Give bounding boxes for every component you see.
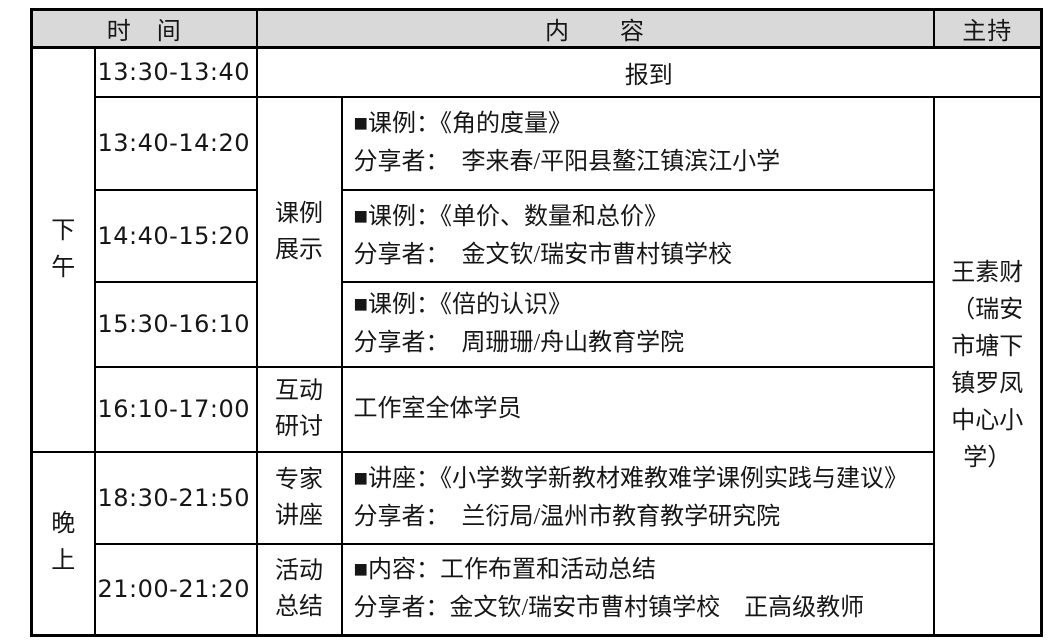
time-discussion: 16:10-17:00 (93, 365, 258, 453)
category-lesson-display: 课例 展示 (255, 95, 343, 368)
row-lesson-1: 13:40-14:20 课例 展示 ■课例：《角的度量》 分享者： 李来春/平阳… (32, 95, 1043, 637)
category-activity-summary: 活动 总结 (255, 542, 343, 637)
lesson-3-title: ■课例：《倍的认识》 (353, 292, 573, 318)
row-registration: 下 午 13:30-13:40 报到 (30, 46, 1043, 453)
time-lesson-3: 15:30-16:10 (93, 280, 258, 368)
lecture-title: ■讲座：《小学数学新教材难教难学课例实践与建议》 (353, 465, 909, 492)
time-lesson-1: 13:40-14:20 (93, 95, 258, 191)
row-summary: 21:00-21:20 活动 总结 ■内容：工作布置和活动总结 分享者：金文钦/… (32, 542, 1042, 637)
row-lesson-2: 14:40-15:20 ■课例：《单价、数量和总价》 分享者： 金文钦/瑞安市曹… (32, 188, 1042, 283)
time-summary: 21:00-21:20 (93, 542, 258, 637)
time-lecture: 18:30-21:50 (93, 450, 258, 545)
summary-title: ■内容：工作布置和活动总结 (353, 557, 657, 584)
period-evening: 晚 上 (30, 450, 96, 637)
period-afternoon: 下 午 (30, 46, 96, 453)
content-summary: ■内容：工作布置和活动总结 分享者：金文钦/瑞安市曹村镇学校 正高级教师 (340, 542, 935, 637)
content-lesson-3: ■课例：《倍的认识》 分享者： 周珊珊/舟山教育学院 (340, 280, 935, 368)
content-discussion: 工作室全体学员 (340, 365, 935, 453)
content-lecture: ■讲座：《小学数学新教材难教难学课例实践与建议》 分享者： 兰衍局/温州市教育教… (340, 450, 935, 545)
lesson-2-title: ■课例：《单价、数量和总价》 (353, 203, 669, 230)
time-registration: 13:30-13:40 (93, 46, 258, 98)
lecture-presenter: 分享者： 兰衍局/温州市教育教学研究院 (353, 503, 781, 530)
header-content: 内 容 (255, 8, 935, 49)
lesson-3-presenter: 分享者： 周珊珊/舟山教育学院 (353, 330, 685, 356)
header-row: 时 间 内 容 主持 (30, 8, 1043, 49)
category-discussion: 互动 研讨 (255, 365, 343, 453)
content-lesson-1: ■课例：《角的度量》 分享者： 李来春/平阳县鳌江镇滨江小学 (340, 95, 935, 191)
host-cell: 王素财 （瑞安 市塘下 镇罗凤 中心小 学） (932, 95, 1043, 637)
content-lesson-2: ■课例：《单价、数量和总价》 分享者： 金文钦/瑞安市曹村镇学校 (340, 188, 935, 283)
time-lesson-2: 14:40-15:20 (93, 188, 258, 283)
header-time: 时 间 (30, 8, 258, 49)
lesson-1-title: ■课例：《角的度量》 (353, 111, 573, 137)
content-registration: 报到 (255, 46, 1043, 98)
schedule-table: 时 间 内 容 主持 下 午 13:30-13:40 报到 13:40-14:2… (30, 8, 1043, 637)
row-discussion: 16:10-17:00 互动 研讨 工作室全体学员 (32, 365, 1042, 453)
header-host: 主持 (932, 8, 1043, 49)
category-expert-lecture: 专家 讲座 (255, 450, 343, 545)
row-lecture: 晚 上 18:30-21:50 专家 讲座 ■讲座：《小学数学新教材难教难学课例… (30, 450, 1042, 637)
summary-presenter: 分享者：金文钦/瑞安市曹村镇学校 正高级教师 (353, 595, 865, 622)
discussion-participants: 工作室全体学员 (353, 396, 522, 422)
row-lesson-3: 15:30-16:10 ■课例：《倍的认识》 分享者： 周珊珊/舟山教育学院 (32, 280, 1042, 368)
lesson-2-presenter: 分享者： 金文钦/瑞安市曹村镇学校 (353, 241, 733, 268)
lesson-1-presenter: 分享者： 李来春/平阳县鳌江镇滨江小学 (353, 149, 781, 175)
